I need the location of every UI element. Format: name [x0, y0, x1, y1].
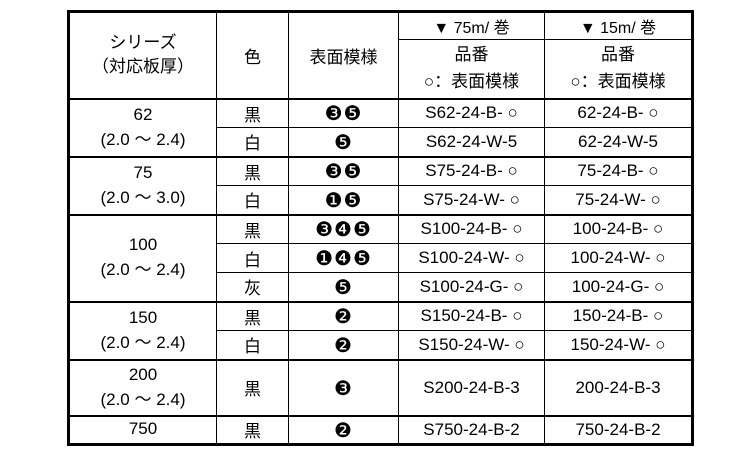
partno-label: 品番 — [601, 45, 635, 65]
series-cell: 150 (2.0 ～ 2.4) — [68, 300, 217, 360]
code-15m-cell: 62-24-B- ○ — [544, 97, 693, 128]
series-value: 750 — [128, 419, 158, 439]
series-thickness: (2.0 ～ 3.0) — [100, 187, 186, 207]
pattern-cell: ❶❹❺ — [288, 243, 399, 273]
code-15m-cell: 750-24-B-2 — [544, 414, 693, 445]
table-row: 200 (2.0 ～ 2.4) 黒 ❸ S200-24-B-3 200-24-B… — [68, 358, 693, 416]
table-body: 62 (2.0 ～ 2.4) 黒 ❸❺ S62-24-B- ○ 62-24-B-… — [68, 97, 693, 445]
table-row: 750 黒 ❷ S750-24-B-2 750-24-B-2 — [68, 414, 693, 445]
header-series: シリーズ （対応板厚） — [68, 11, 217, 99]
code-75m-cell: S150-24-W- ○ — [398, 330, 545, 360]
code-15m-cell: 62-24-W-5 — [544, 127, 693, 157]
partno-label: 品番 — [454, 45, 489, 65]
table-row: 白 ❶❹❺ S100-24-W- ○ 100-24-W- ○ — [69, 243, 693, 273]
series-cell: 750 — [68, 414, 217, 445]
series-cell: 100 (2.0 ～ 2.4) — [68, 213, 217, 302]
pattern-cell: ❸❹❺ — [288, 213, 399, 244]
color-cell: 白 — [216, 243, 289, 273]
table-header: シリーズ （対応板厚） 色 表面模様 ▼ 75m/ 巻 ▼ 15m/ 巻 品番 … — [68, 11, 693, 100]
code-15m-cell: 100-24-G- ○ — [544, 272, 693, 302]
series-value: 62 — [133, 104, 153, 124]
table-row: 150 (2.0 ～ 2.4) 黒 ❷ S150-24-B- ○ 150-24-… — [68, 300, 693, 360]
table-row: 白 ❺ S62-24-W-5 62-24-W-5 — [69, 127, 693, 157]
color-cell: 白 — [216, 185, 289, 215]
code-15m-cell: 150-24-W- ○ — [544, 330, 693, 360]
color-cell: 黒 — [216, 358, 289, 416]
series-cell: 62 (2.0 ～ 2.4) — [68, 97, 217, 157]
table-row: 白 ❷ S150-24-W- ○ 150-24-W- ○ — [69, 330, 693, 360]
partno-circle-note: ○：表面模様 — [570, 71, 666, 91]
series-value: 150 — [128, 307, 158, 327]
code-15m-cell: 150-24-B- ○ — [544, 300, 693, 331]
code-75m-cell: S100-24-W- ○ — [398, 243, 545, 273]
code-75m-cell: S100-24-B- ○ — [398, 213, 545, 244]
color-cell: 黒 — [216, 213, 289, 244]
color-cell: 灰 — [216, 272, 289, 302]
series-thickness: (2.0 ～ 2.4) — [100, 389, 186, 409]
header-series-thickness-label: （対応板厚） — [92, 57, 194, 77]
code-75m-cell: S150-24-B- ○ — [398, 300, 545, 331]
pattern-cell: ❺ — [288, 272, 399, 302]
color-cell: 黒 — [216, 414, 289, 445]
code-75m-cell: S62-24-W-5 — [398, 127, 545, 157]
pattern-cell: ❸ — [288, 358, 399, 416]
table-row: 62 (2.0 ～ 2.4) 黒 ❸❺ S62-24-B- ○ 62-24-B-… — [68, 97, 693, 157]
header-series-label: シリーズ — [109, 32, 177, 52]
series-value: 100 — [128, 235, 158, 255]
code-15m-cell: 100-24-W- ○ — [544, 243, 693, 273]
code-75m-cell: S200-24-B-3 — [398, 358, 545, 416]
header-row-1: シリーズ （対応板厚） 色 表面模様 ▼ 75m/ 巻 ▼ 15m/ 巻 — [68, 11, 693, 99]
color-cell: 白 — [216, 330, 289, 360]
pattern-cell: ❸❺ — [288, 155, 399, 186]
partno-circle-note: ○：表面模様 — [423, 71, 520, 91]
series-value: 200 — [128, 364, 158, 384]
pattern-cell: ❶❺ — [288, 185, 399, 215]
header-color: 色 — [216, 11, 289, 99]
series-value: 75 — [133, 162, 153, 182]
color-cell: 白 — [216, 127, 289, 157]
pattern-cell: ❺ — [288, 127, 399, 157]
pattern-cell: ❷ — [288, 414, 399, 445]
series-thickness: (2.0 ～ 2.4) — [100, 260, 186, 279]
code-15m-cell: 100-24-B- ○ — [544, 213, 693, 244]
header-row-2: 品番 ○：表面模様 品番 ○：表面模様 — [69, 39, 693, 100]
code-75m-cell: S62-24-B- ○ — [398, 97, 545, 128]
pattern-cell: ❷ — [288, 300, 399, 331]
table-row: 75 (2.0 ～ 3.0) 黒 ❸❺ S75-24-B- ○ 75-24-B-… — [68, 155, 693, 215]
header-partno-75m: 品番 ○：表面模様 — [398, 39, 545, 100]
code-75m-cell: S100-24-G- ○ — [398, 272, 545, 302]
color-cell: 黒 — [216, 155, 289, 186]
code-15m-cell: 200-24-B-3 — [544, 358, 693, 416]
code-75m-cell: S75-24-B- ○ — [398, 155, 545, 186]
series-thickness: (2.0 ～ 2.4) — [100, 332, 186, 352]
color-cell: 黒 — [216, 97, 289, 128]
header-pattern: 表面模様 — [288, 11, 399, 99]
series-thickness: (2.0 ～ 2.4) — [100, 129, 186, 149]
table-row: 灰 ❺ S100-24-G- ○ 100-24-G- ○ — [69, 272, 693, 302]
code-75m-cell: S75-24-W- ○ — [398, 185, 545, 215]
pattern-cell: ❸❺ — [288, 97, 399, 128]
header-roll-75m: ▼ 75m/ 巻 — [398, 11, 545, 40]
series-cell: 75 (2.0 ～ 3.0) — [68, 155, 217, 215]
code-75m-cell: S750-24-B-2 — [398, 414, 545, 445]
product-spec-table: シリーズ （対応板厚） 色 表面模様 ▼ 75m/ 巻 ▼ 15m/ 巻 品番 … — [67, 10, 694, 446]
table-row: 白 ❶❺ S75-24-W- ○ 75-24-W- ○ — [69, 185, 693, 215]
code-15m-cell: 75-24-B- ○ — [544, 155, 693, 186]
pattern-cell: ❷ — [288, 330, 399, 360]
header-roll-15m: ▼ 15m/ 巻 — [544, 11, 693, 40]
code-15m-cell: 75-24-W- ○ — [544, 185, 693, 215]
table-row: 100 (2.0 ～ 2.4) 黒 ❸❹❺ S100-24-B- ○ 100-2… — [68, 213, 693, 302]
color-cell: 黒 — [216, 300, 289, 331]
series-cell: 200 (2.0 ～ 2.4) — [68, 358, 217, 416]
header-partno-15m: 品番 ○：表面模様 — [544, 39, 693, 100]
